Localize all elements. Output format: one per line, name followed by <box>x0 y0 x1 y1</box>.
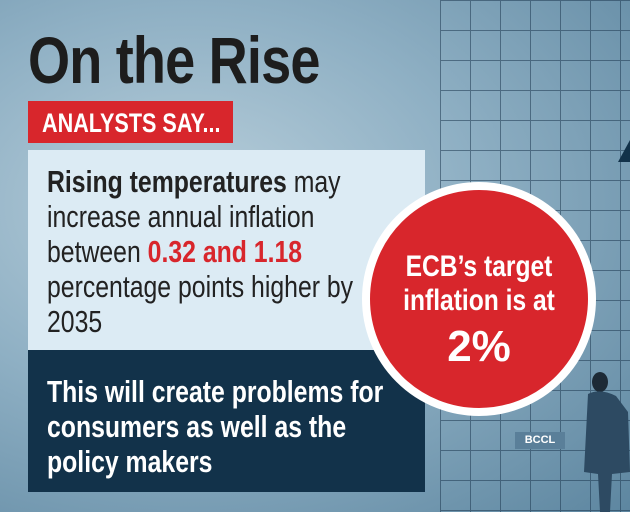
headline: On the Rise <box>28 23 321 97</box>
finding-text-2: percentage points higher by 2035 <box>47 269 354 339</box>
finding-lead: Rising temperatures <box>47 164 287 199</box>
finding-range: 0.32 and 1.18 <box>147 234 303 269</box>
finding-text-1: may increase annual inflation between <box>47 164 341 269</box>
analysts-say-text: ANALYSTS SAY... <box>42 108 221 138</box>
person-silhouette-icon <box>584 372 630 512</box>
ecb-target-value: 2% <box>447 322 511 371</box>
photo-credit: BCCL <box>515 432 565 449</box>
ecb-target-label: ECB’s target inflation is at <box>403 250 555 317</box>
consequence-panel: This will create problems for consumers … <box>28 350 425 492</box>
consequence-text: This will create problems for consumers … <box>47 374 384 479</box>
finding-text: Rising temperatures may increase annual … <box>47 164 415 339</box>
arrow-up-icon <box>618 140 630 162</box>
finding-panel: Rising temperatures may increase annual … <box>28 150 425 350</box>
analysts-say-label: ANALYSTS SAY... <box>28 101 233 143</box>
ecb-target-badge: ECB’s target inflation is at 2% <box>362 182 596 416</box>
